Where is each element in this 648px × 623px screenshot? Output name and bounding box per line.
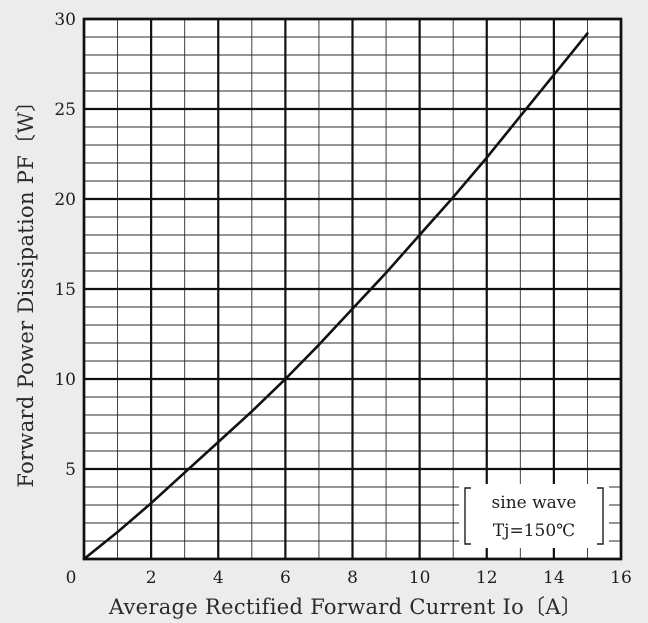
x-tick-label: 6	[280, 568, 291, 588]
series-layer	[82, 32, 589, 561]
annotation: sine wave Tj=150℃	[459, 484, 609, 548]
y-tick-label: 30	[54, 10, 76, 30]
x-axis-title: Average Rectified Forward Current Io〔A〕	[108, 595, 582, 619]
x-tick-label: 8	[347, 568, 358, 588]
annotation-line2: Tj=150℃	[493, 521, 575, 541]
annotation-right-bracket	[597, 487, 604, 545]
y-tick-label: 5	[65, 460, 76, 480]
y-axis-title: Forward Power Dissipation PF〔W〕	[14, 90, 38, 487]
x-tick-label: 10	[409, 568, 431, 588]
annotation-left-bracket	[464, 487, 471, 545]
tick-labels: 0 2 4 6 8 10 12 14 16 5 10 15 20 25 30	[54, 10, 631, 588]
x-tick-label: 12	[476, 568, 498, 588]
y-tick-label: 20	[54, 190, 76, 210]
plot-border	[82, 17, 623, 561]
y-tick-label: 10	[54, 370, 76, 390]
annotation-line1: sine wave	[492, 493, 577, 513]
x-tick-label: 0	[66, 568, 77, 588]
x-tick-label: 4	[213, 568, 224, 588]
x-tick-label: 2	[146, 568, 157, 588]
series-line	[82, 32, 589, 561]
x-tick-label: 14	[543, 568, 565, 588]
x-tick-label: 16	[610, 568, 632, 588]
annotation-background	[459, 484, 609, 548]
y-tick-label: 25	[54, 100, 76, 120]
y-tick-label: 15	[54, 280, 76, 300]
